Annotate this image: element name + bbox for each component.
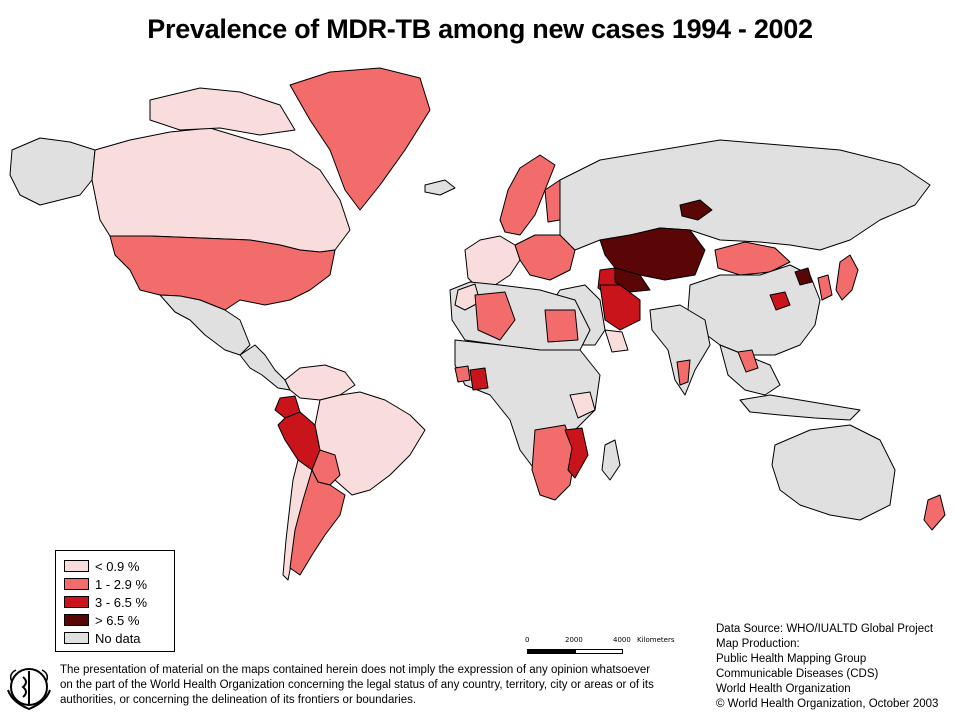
morocco: [454, 283, 481, 311]
india: [649, 304, 711, 396]
scale-bar: 0 2000 4000 Kilometers: [525, 636, 687, 658]
cote-divoire: [469, 367, 489, 391]
australia: [771, 424, 896, 521]
legend-swatch: [64, 578, 89, 590]
legend-swatch: [64, 596, 89, 608]
eastern-europe: [514, 234, 576, 281]
alaska: [9, 137, 96, 206]
iran: [599, 284, 641, 331]
map-title: Prevalence of MDR-TB among new cases 199…: [147, 14, 813, 44]
tomsk: [679, 199, 713, 221]
disclaimer-line: The presentation of material on the maps…: [60, 664, 651, 676]
madagascar: [601, 439, 621, 481]
producer-group: Public Health Mapping Group: [716, 653, 867, 665]
argentina: [289, 469, 346, 576]
scale-tick-0: 0: [525, 636, 530, 644]
map-legend: < 0.9 % 1 - 2.9 % 3 - 6.5 % > 6.5 % No d…: [55, 550, 175, 652]
legend-label: 3 - 6.5 %: [95, 594, 148, 610]
scale-segment-dark: [527, 649, 575, 654]
kenya: [569, 391, 596, 419]
japan: [835, 254, 859, 301]
arctic-islands: [149, 87, 296, 136]
scale-unit: Kilometers: [637, 636, 675, 644]
disclaimer-line: on the part of the World Health Organiza…: [60, 679, 654, 691]
scale-segment-light: [575, 649, 623, 654]
thailand: [737, 349, 759, 373]
legend-swatch: [64, 614, 89, 626]
scandinavia: [499, 154, 556, 236]
copyright: © World Health Organization, October 200…: [716, 698, 939, 710]
mozambique: [564, 427, 589, 479]
map-production-label: Map Production:: [716, 638, 800, 650]
world-map: [9, 67, 946, 581]
legend-label: > 6.5 %: [95, 612, 140, 628]
legend-item-1-2-9: 1 - 2.9 %: [64, 575, 168, 593]
mexico: [159, 294, 251, 356]
algeria: [474, 291, 516, 341]
egypt: [544, 309, 579, 343]
legend-label: No data: [95, 630, 141, 646]
india-tamilnadu: [676, 359, 691, 386]
credits: Data Source: WHO/IUALTD Global Project M…: [716, 622, 956, 712]
russia: [559, 139, 931, 251]
data-source: Data Source: WHO/IUALTD Global Project: [716, 623, 934, 635]
korea: [817, 274, 833, 301]
disclaimer: The presentation of material on the maps…: [60, 663, 720, 708]
legend-swatch: [64, 560, 89, 572]
colombia-venezuela: [284, 364, 356, 401]
who-emblem-icon: [7, 668, 51, 711]
indonesia: [739, 394, 861, 421]
usa: [109, 235, 336, 311]
legend-item-lt-0-9: < 0.9 %: [64, 557, 168, 575]
canada: [91, 127, 351, 253]
scale-tick-2000: 2000: [565, 636, 583, 644]
kazakhstan: [599, 227, 706, 281]
legend-label: 1 - 2.9 %: [95, 576, 148, 592]
legend-item-3-6-5: 3 - 6.5 %: [64, 593, 168, 611]
disclaimer-line: authorities, or concerning the delineati…: [60, 694, 417, 706]
new-zealand: [923, 494, 946, 531]
legend-item-gt-6-5: > 6.5 %: [64, 611, 168, 629]
producer-department: Communicable Diseases (CDS): [716, 668, 879, 680]
legend-item-no-data: No data: [64, 629, 168, 647]
sierra-leone: [454, 365, 471, 383]
iceland: [424, 179, 456, 196]
scale-tick-4000: 4000: [613, 636, 631, 644]
oman: [604, 329, 629, 353]
central-america: [239, 344, 291, 391]
producer-organization: World Health Organization: [716, 683, 851, 695]
china-henan: [769, 291, 791, 311]
china-liaoning: [794, 267, 813, 286]
mongolia: [714, 241, 791, 276]
greenland: [289, 67, 431, 211]
legend-label: < 0.9 %: [95, 558, 140, 574]
legend-swatch: [64, 632, 89, 644]
